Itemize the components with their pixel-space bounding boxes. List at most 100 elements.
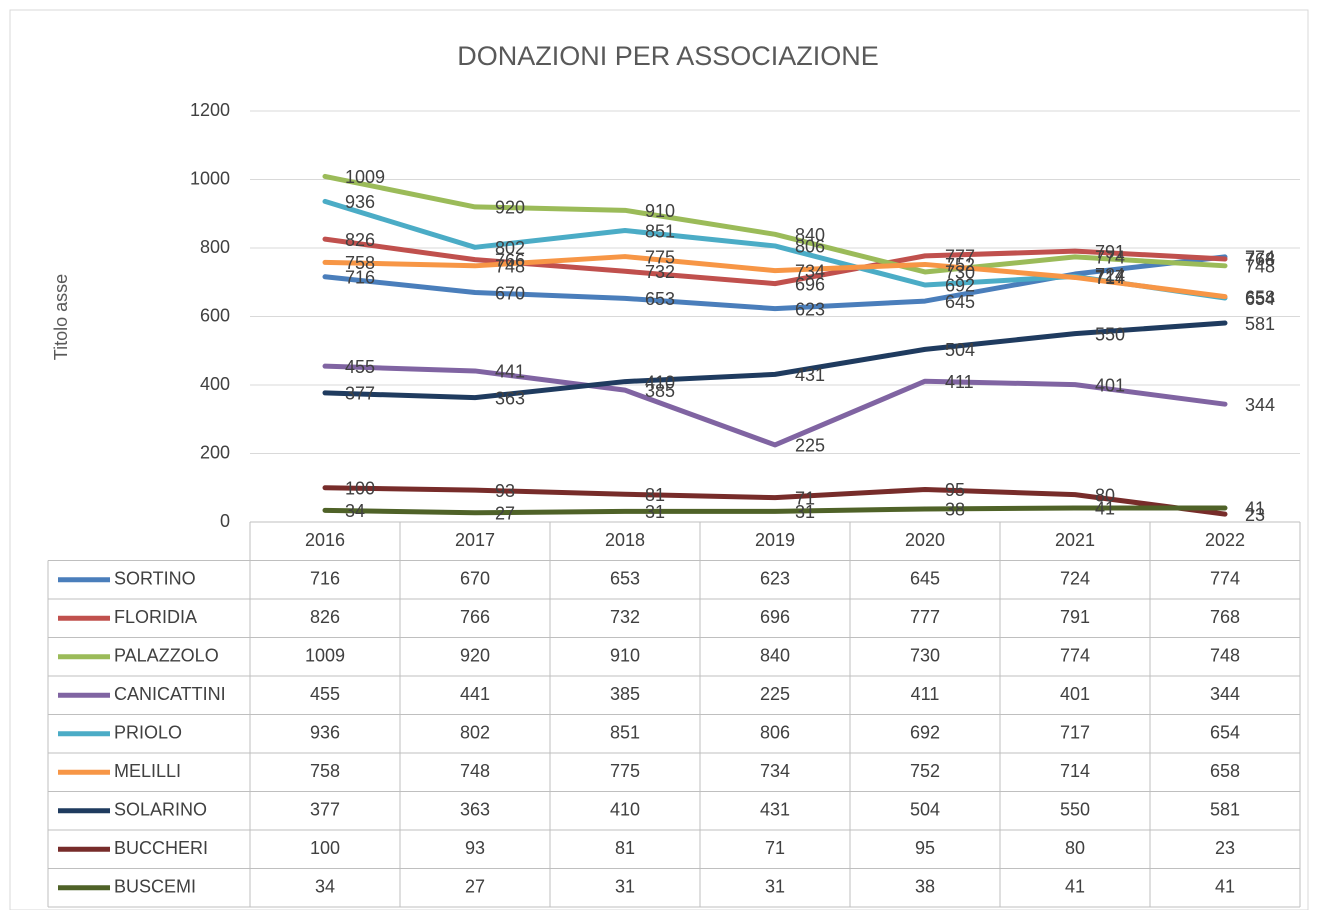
data-label: 734 xyxy=(795,261,825,281)
data-label: 80 xyxy=(1095,485,1115,505)
data-label: 377 xyxy=(345,384,375,404)
table-cell: 623 xyxy=(760,569,790,589)
table-cell: 851 xyxy=(610,723,640,743)
legend-label: SOLARINO xyxy=(114,800,207,820)
table-cell: 363 xyxy=(460,800,490,820)
table-cell: 1009 xyxy=(305,646,345,666)
data-label: 41 xyxy=(1245,499,1265,519)
data-label: 411 xyxy=(945,372,974,392)
table-cell: 920 xyxy=(460,646,490,666)
data-label: 654 xyxy=(1245,289,1275,309)
data-label: 623 xyxy=(795,299,825,319)
table-cell: 455 xyxy=(310,684,340,704)
table-cell: 377 xyxy=(310,800,340,820)
table-cell: 581 xyxy=(1210,800,1240,820)
data-label: 724 xyxy=(1095,265,1125,285)
data-label: 758 xyxy=(345,253,375,273)
data-label: 385 xyxy=(645,381,675,401)
table-cell: 34 xyxy=(315,877,335,897)
data-label: 95 xyxy=(945,480,965,500)
legend-label: PRIOLO xyxy=(114,723,182,743)
table-cell: 653 xyxy=(610,569,640,589)
table-cell: 411 xyxy=(911,684,940,704)
table-cell: 692 xyxy=(910,723,940,743)
table-cell: 748 xyxy=(1210,646,1240,666)
data-label: 31 xyxy=(795,502,815,522)
table-cell: 752 xyxy=(910,761,940,781)
data-label: 936 xyxy=(345,192,375,212)
data-label: 732 xyxy=(645,262,675,282)
table-cell: 670 xyxy=(460,569,490,589)
table-cell: 100 xyxy=(310,838,340,858)
table-cell: 936 xyxy=(310,723,340,743)
data-label: 653 xyxy=(645,289,675,309)
y-tick-label: 200 xyxy=(200,442,230,462)
table-cell: 774 xyxy=(1210,569,1240,589)
data-label: 806 xyxy=(795,237,825,257)
data-label: 550 xyxy=(1095,324,1125,344)
table-cell: 80 xyxy=(1065,838,1085,858)
data-label: 410 xyxy=(645,372,675,392)
legend-label: PALAZZOLO xyxy=(114,646,219,666)
table-cell: 658 xyxy=(1210,761,1240,781)
data-label: 920 xyxy=(495,198,525,218)
table-cell: 768 xyxy=(1210,607,1240,627)
data-label: 1009 xyxy=(345,167,385,187)
data-label: 93 xyxy=(495,481,515,501)
y-tick-label: 1000 xyxy=(190,168,230,188)
y-tick-label: 0 xyxy=(220,511,230,531)
chart-frame xyxy=(9,9,1309,910)
series-line xyxy=(322,236,1228,287)
table-cell: 791 xyxy=(1060,607,1090,627)
table-cell: 401 xyxy=(1060,684,1090,704)
table-cell: 344 xyxy=(1210,684,1240,704)
table-cell: 410 xyxy=(610,800,640,820)
table-cell: 774 xyxy=(1060,646,1090,666)
table-cell: 504 xyxy=(910,800,940,820)
table-cell: 748 xyxy=(460,761,490,781)
x-tick-label: 2020 xyxy=(905,530,945,550)
table-cell: 654 xyxy=(1210,723,1240,743)
data-label: 363 xyxy=(495,388,525,408)
table-cell: 714 xyxy=(1060,761,1090,781)
table-cell: 27 xyxy=(465,877,485,897)
y-tick-label: 1200 xyxy=(190,100,230,120)
x-tick-label: 2021 xyxy=(1055,530,1095,550)
table-cell: 31 xyxy=(765,877,785,897)
table-cell: 431 xyxy=(760,800,790,820)
legend-label: BUCCHERI xyxy=(114,838,208,858)
table-cell: 724 xyxy=(1060,569,1090,589)
data-label: 730 xyxy=(945,263,975,283)
table-cell: 550 xyxy=(1060,800,1090,820)
data-label: 716 xyxy=(345,268,375,288)
data-label: 645 xyxy=(945,292,975,312)
series-line xyxy=(322,320,1228,401)
table-cell: 758 xyxy=(310,761,340,781)
x-tick-label: 2022 xyxy=(1205,530,1245,550)
table-cell: 645 xyxy=(910,569,940,589)
data-label: 714 xyxy=(1095,268,1125,288)
data-label: 431 xyxy=(795,365,825,385)
table-cell: 732 xyxy=(610,607,640,627)
y-tick-label: 600 xyxy=(200,305,230,325)
table-cell: 910 xyxy=(610,646,640,666)
legend-label: SORTINO xyxy=(114,569,196,589)
x-tick-label: 2016 xyxy=(305,530,345,550)
series-line xyxy=(322,254,1228,300)
legend-label: BUSCEMI xyxy=(114,877,196,897)
data-label: 840 xyxy=(795,225,825,245)
table-cell: 716 xyxy=(310,569,340,589)
data-label: 791 xyxy=(1095,242,1125,262)
x-tick-label: 2019 xyxy=(755,530,795,550)
table-cell: 225 xyxy=(760,684,790,704)
table-cell: 840 xyxy=(760,646,790,666)
table-cell: 441 xyxy=(460,684,490,704)
data-label: 752 xyxy=(945,255,975,275)
table-cell: 802 xyxy=(460,723,490,743)
table-cell: 806 xyxy=(760,723,790,743)
data-label: 344 xyxy=(1245,395,1275,415)
data-label: 802 xyxy=(495,238,525,258)
data-label: 225 xyxy=(795,436,825,456)
series-line xyxy=(322,485,1228,517)
